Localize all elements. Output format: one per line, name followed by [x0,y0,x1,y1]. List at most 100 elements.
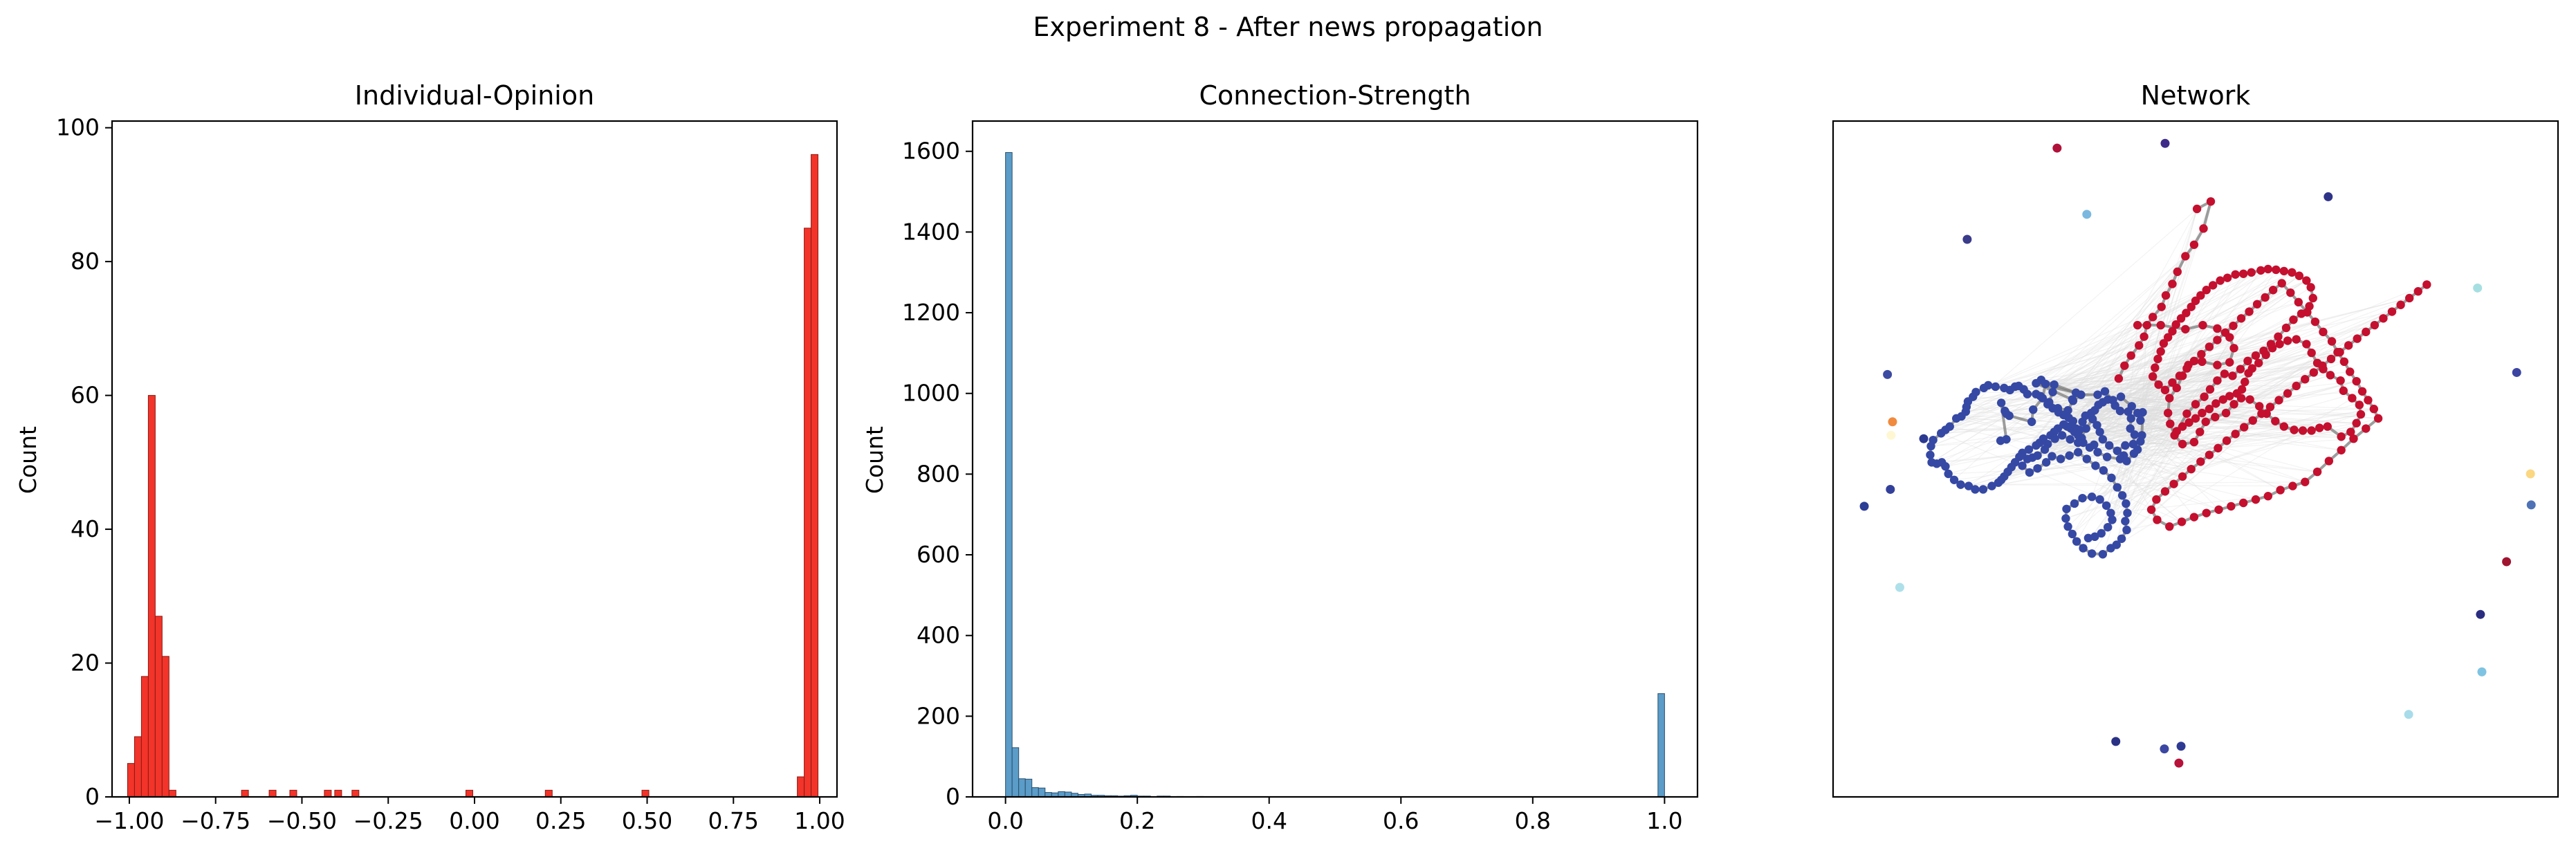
network-node-blue [2025,468,2034,477]
network-node-blue [1956,480,1965,489]
network-node-red [2413,287,2422,296]
network-node-isolated [1888,417,1897,427]
network-node-red [2213,324,2222,333]
network-node-blue [2032,441,2041,450]
faint-edge [2057,337,2169,429]
connection-y-tick-label: 1600 [902,138,960,165]
connection-y-tick-label: 1200 [902,299,960,326]
faint-edge [2102,402,2195,517]
faint-edge [2127,324,2138,412]
network-node-red [2231,430,2240,439]
network-node-blue [2123,508,2132,517]
network-node-blue [2090,532,2099,542]
network-node-red [2165,522,2174,531]
network-node-red [2302,276,2311,285]
faint-edge [2078,423,2171,436]
network-node-blue [2098,550,2108,559]
faint-edge [2081,272,2252,439]
network-node-red [2323,422,2332,431]
network-node-red [2356,410,2366,419]
connection-histogram-panel: Connection-Strength Count 0.0 0.2 0.4 0.6 0.… [861,80,1699,834]
opinion-bar [289,789,297,798]
faint-edge [2075,340,2288,394]
network-node-blue [2056,454,2066,463]
network-node-red [2294,297,2303,307]
faint-edge [2004,427,2320,477]
network-node-red [2213,376,2222,385]
network-node-red [2310,317,2320,327]
faint-edge [2133,285,2214,445]
opinion-bar [268,789,277,798]
network-node-red [2238,498,2248,508]
opinion-y-tick-label: 80 [71,248,100,275]
network-node-red [2229,321,2238,331]
network-node-blue [2100,387,2110,396]
network-node-red [2211,412,2220,422]
faint-edge [1931,430,2303,463]
network-node-red [2152,495,2161,504]
network-node-red [2339,357,2349,367]
network-node-red [2227,502,2236,511]
faint-edge [2004,311,2308,477]
faint-edge [2142,295,2166,413]
faint-edge [2137,408,2374,450]
network-node-isolated [2477,667,2487,677]
connection-y-tick-label: 600 [917,541,960,568]
network-node-red [2301,477,2310,486]
faint-edge [2043,284,2427,439]
network-node-red [2220,369,2229,378]
connection-axis-ticks: 0.0 0.2 0.4 0.6 0.8 1.0 0 200 400 600 800 1000 1200 1… [902,138,1683,834]
faint-edge [2115,365,2323,406]
network-node-red [2160,385,2170,395]
network-node-red [2256,266,2265,275]
network-node-blue [2099,466,2108,475]
faint-edge [2117,291,2419,488]
network-node-red [2156,347,2165,356]
network-node-blue [2074,438,2083,448]
network-node-isolated [2502,557,2512,567]
faint-edge [2126,460,2293,487]
connection-y-tick-label: 1400 [902,218,960,245]
network-node-blue [2087,549,2097,558]
network-node-red [2168,327,2177,336]
faint-edge [1931,280,2220,463]
faint-edge [2072,389,2211,422]
faint-edge [1940,432,2170,527]
network-node-red [2364,396,2373,405]
network-node-red [2355,401,2364,410]
network-node-blue [2050,434,2059,443]
network-node-red [2191,414,2200,423]
network-node-blue [2033,463,2042,473]
network-node-red [2154,380,2163,389]
faint-edge [2057,272,2292,409]
network-node-blue [2062,504,2071,513]
faint-edge [1976,336,2144,393]
network-node-blue [2103,522,2113,532]
faint-edge [2092,360,2195,420]
network-node-red [2205,385,2215,394]
faint-edge [2049,401,2201,462]
faint-edge [1956,270,2261,419]
network-node-red [2232,389,2241,398]
faint-edge [2041,376,2153,380]
network-node-blue [2033,451,2042,460]
faint-edge [2125,380,2357,446]
network-node-blue [2002,434,2011,444]
network-node-red [2140,332,2149,341]
faint-edge [1931,365,2125,447]
network-node-red [2319,327,2328,337]
faint-edge [2081,351,2340,439]
network-node-blue [2108,515,2117,524]
network-node-blue [1927,458,1936,467]
connection-x-tick-label: 0.0 [987,807,1023,834]
network-node-blue [2092,421,2101,430]
faint-edge [2070,378,2306,440]
network-node-blue [2088,414,2097,424]
network-node-red [2290,425,2299,434]
network-node-isolated [2324,192,2333,201]
faint-edge [2081,350,2264,396]
faint-edge [2054,338,2297,385]
network-node-blue [2129,449,2139,458]
network-node-blue [2057,431,2067,440]
network-node-red [2169,479,2178,488]
